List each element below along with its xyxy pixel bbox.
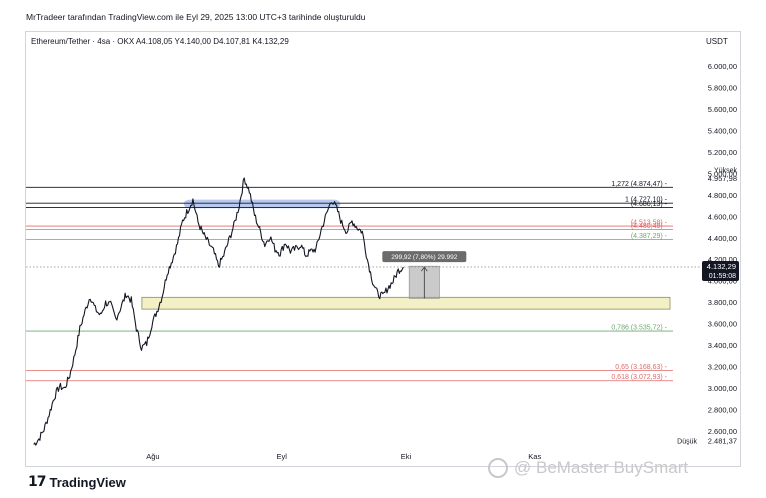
x-tick-label: Eyl bbox=[276, 452, 287, 461]
y-tick-label: 2.800,00 bbox=[708, 406, 737, 415]
tradingview-logo-icon: 17 bbox=[28, 474, 47, 490]
y-tick-label: 4.400,00 bbox=[708, 234, 737, 243]
x-tick-label: Kas bbox=[528, 452, 541, 461]
current-price-tag bbox=[702, 261, 739, 282]
currency-label[interactable]: USDT bbox=[706, 37, 728, 46]
y-tick-label: 2.600,00 bbox=[708, 427, 737, 436]
low-word: Düşük bbox=[677, 438, 697, 445]
x-tick-label: Eki bbox=[401, 452, 412, 461]
y-tick-label: 5.800,00 bbox=[708, 83, 737, 92]
y-tick-label: 4.600,00 bbox=[708, 212, 737, 221]
zone-support bbox=[141, 296, 671, 310]
y-tick-label: 5.200,00 bbox=[708, 148, 737, 157]
level-label: (4.480,49) - bbox=[631, 223, 668, 230]
y-tick-label: 3.200,00 bbox=[708, 363, 737, 372]
level-label: 0,65 (3.168,63) - bbox=[615, 364, 667, 371]
measure-label: 299,92 (7,80%) 29.992 bbox=[391, 254, 458, 261]
tradingview-logo-text: TradingView bbox=[49, 474, 126, 490]
watermark-text: @ BeMaster BuySmart bbox=[514, 458, 689, 477]
measure-label-bg bbox=[382, 251, 467, 263]
y-tick-label: 4.800,00 bbox=[708, 191, 737, 200]
price-series-line bbox=[33, 177, 404, 446]
tradingview-logo[interactable]: 17 TradingView bbox=[28, 474, 126, 490]
symbol-info[interactable]: Ethereum/Tether · 4sa · OKX A4.108,05 Y4… bbox=[31, 37, 289, 46]
level-label: (4.686,13) - bbox=[631, 201, 668, 208]
x-tick-label: Ağu bbox=[146, 452, 159, 461]
zone-resistance bbox=[183, 199, 341, 209]
y-tick-label: 5.600,00 bbox=[708, 105, 737, 114]
level-label: 0,618 (3.072,93) - bbox=[611, 374, 667, 381]
high-value: 4.957,98 bbox=[708, 174, 737, 183]
y-tick-label: 5.000,00 bbox=[708, 169, 737, 178]
y-tick-label: 5.400,00 bbox=[708, 126, 737, 135]
y-tick-label: 3.600,00 bbox=[708, 320, 737, 329]
low-value: 2.481,37 bbox=[708, 436, 737, 445]
y-tick-label: 3.400,00 bbox=[708, 341, 737, 350]
current-price-label: 4.132,29 bbox=[707, 262, 736, 271]
y-tick-label: 3.000,00 bbox=[708, 384, 737, 393]
high-word: Yüksek bbox=[714, 167, 737, 174]
level-label: 1 (4.727,10) - bbox=[625, 197, 668, 204]
level-label: 0,786 (3.535,72) - bbox=[611, 325, 667, 332]
current-price-timer: 01:59:08 bbox=[709, 273, 736, 280]
chart-frame[interactable] bbox=[25, 31, 741, 467]
y-tick-label: 4.200,00 bbox=[708, 255, 737, 264]
level-label: 1,272 (4.874,47) - bbox=[611, 181, 667, 188]
y-tick-label: 6.000,00 bbox=[708, 62, 737, 71]
level-label: (4.513,58) - bbox=[631, 220, 668, 227]
y-tick-label: 4.000,00 bbox=[708, 277, 737, 286]
measure-arrow-head bbox=[420, 266, 428, 272]
level-label: (4.387,29) - bbox=[631, 233, 668, 240]
y-tick-label: 3.800,00 bbox=[708, 298, 737, 307]
attribution-text: MrTradeer tarafından TradingView.com ile… bbox=[26, 12, 366, 22]
watermark: @ BeMaster BuySmart bbox=[488, 458, 688, 478]
watermark-icon bbox=[488, 458, 508, 478]
